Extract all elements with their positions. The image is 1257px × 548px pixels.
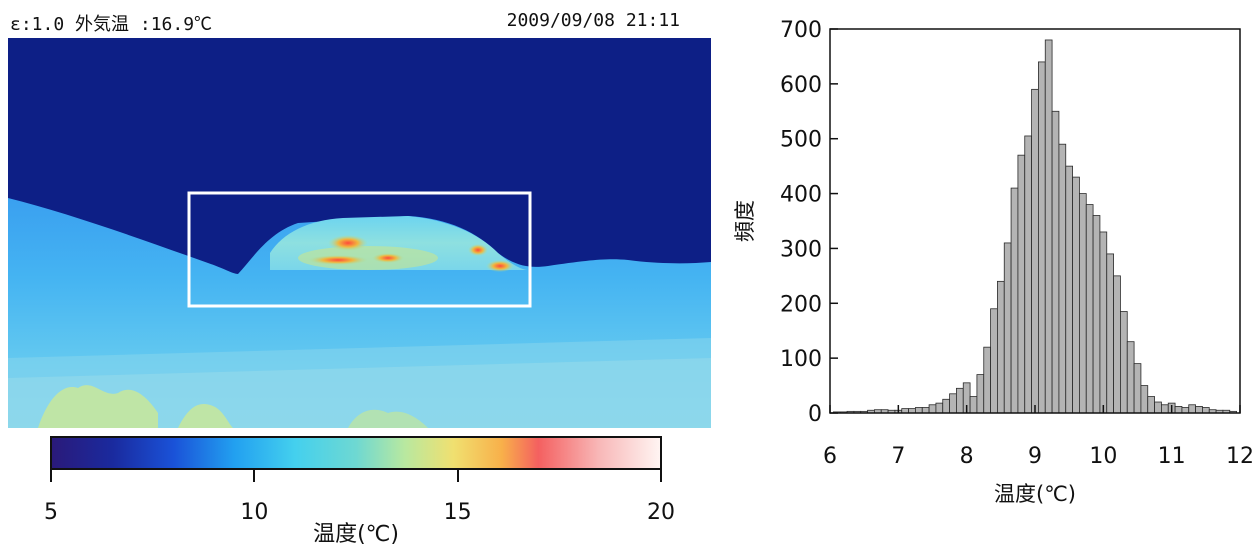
histogram-bar — [1120, 311, 1128, 414]
histogram-panel: 0 100 200 300 400 500 600 700 6 7 8 9 10 11 12 温度(℃) 頻度 — [730, 0, 1257, 545]
colorbar-tick-label: 10 — [240, 500, 269, 525]
camera-settings-readout: ε:1.0 外気温 :16.9℃ — [10, 14, 213, 35]
histogram-bar — [1079, 193, 1087, 414]
histogram-bar — [942, 398, 950, 414]
hot-spot — [486, 260, 514, 272]
histogram-bar — [949, 393, 957, 414]
x-tick-label: 12 — [1226, 444, 1254, 469]
x-tick-label: 6 — [823, 444, 837, 469]
tree-canopy — [38, 385, 158, 428]
histogram-bar — [1017, 154, 1026, 414]
y-axis-label: 頻度 — [733, 200, 757, 242]
histogram-bar — [1065, 165, 1073, 414]
colorbar-axis: 5 10 15 20 — [0, 470, 720, 530]
histogram-bar — [1092, 215, 1101, 414]
histogram-bar — [1126, 341, 1135, 414]
colorbar-label: 温度(℃) — [313, 522, 399, 547]
histogram-bar — [1174, 406, 1183, 414]
histogram-chart: 0 100 200 300 400 500 600 700 6 7 8 9 10 11 12 温度(℃) 頻度 — [733, 18, 1254, 506]
x-tick-label: 7 — [891, 444, 905, 469]
histogram-bar — [1140, 385, 1149, 414]
y-tick-label: 0 — [808, 402, 822, 427]
x-axis-label: 温度(℃) — [994, 482, 1076, 506]
colorbar-tick — [660, 470, 662, 482]
histogram-bar — [928, 404, 937, 414]
histogram-bar — [1099, 231, 1108, 414]
region-of-interest-box — [187, 191, 532, 308]
histogram-bar — [1147, 396, 1155, 414]
histogram-bar — [1161, 404, 1169, 414]
histogram-bar — [1106, 253, 1114, 414]
y-tick-label: 100 — [780, 347, 822, 372]
histogram-bar — [1133, 363, 1142, 414]
hot-spot — [372, 253, 404, 263]
thermal-image — [8, 38, 711, 428]
histogram-bar — [990, 308, 998, 414]
x-tick-label: 8 — [960, 444, 974, 469]
histogram-bar — [1085, 204, 1094, 414]
colorbar-tick — [456, 470, 459, 482]
histogram-bar — [1031, 88, 1039, 414]
histogram-bar — [997, 280, 1005, 414]
x-tick-label: 9 — [1028, 444, 1042, 469]
thermal-header: ε:1.0 外気温 :16.9℃ 2009/09/08 21:11 — [10, 8, 710, 35]
thermal-image-graphic — [8, 38, 711, 428]
y-tick-label: 200 — [780, 292, 822, 317]
temperature-colorbar — [50, 436, 662, 470]
tree-canopy — [348, 409, 428, 428]
histogram-bar — [1188, 404, 1196, 414]
y-tick-label: 500 — [780, 128, 822, 153]
x-tick-label: 11 — [1158, 444, 1186, 469]
colorbar-tick — [253, 470, 256, 482]
histogram-bar — [1113, 275, 1121, 414]
timestamp: 2009/09/08 21:11 — [506, 10, 680, 31]
histogram-bar — [1024, 135, 1032, 414]
hot-spot — [308, 255, 368, 265]
histogram-bar — [935, 402, 944, 414]
colorbar-tick-label: 15 — [443, 500, 472, 525]
hot-spot — [468, 244, 488, 256]
y-tick-label: 400 — [780, 183, 822, 208]
colorbar-tick-label: 5 — [44, 500, 58, 525]
thermal-image-panel: ε:1.0 外気温 :16.9℃ 2009/09/08 21:11 — [0, 8, 720, 547]
histogram-bar — [1003, 242, 1012, 414]
histogram-bar — [1058, 143, 1067, 414]
histogram-bar — [1202, 407, 1210, 414]
colorbar-tick — [50, 470, 52, 482]
histogram-bar — [956, 387, 964, 414]
histogram-bar — [915, 407, 923, 414]
histogram-bar — [1181, 407, 1190, 414]
histogram-bar — [976, 374, 985, 414]
histogram-bar — [1044, 39, 1053, 414]
histogram-bar — [1072, 176, 1080, 414]
x-tick-label: 10 — [1089, 444, 1117, 469]
colorbar-tick-label: 20 — [647, 500, 675, 525]
y-tick-label: 300 — [780, 237, 822, 262]
histogram-bar — [969, 396, 978, 414]
tree-canopy — [178, 404, 233, 428]
histogram-bar — [921, 407, 930, 414]
histogram-bar — [1195, 406, 1203, 414]
histogram-bar — [983, 346, 991, 414]
histogram-bar — [1038, 61, 1046, 414]
histogram-bar — [1051, 110, 1060, 414]
hot-spot — [328, 235, 368, 251]
colorbar-gradient — [52, 438, 660, 468]
histogram-bar — [1010, 187, 1019, 414]
y-tick-label: 600 — [780, 73, 822, 98]
histogram-bar — [1154, 401, 1162, 414]
y-tick-label: 700 — [780, 18, 822, 43]
